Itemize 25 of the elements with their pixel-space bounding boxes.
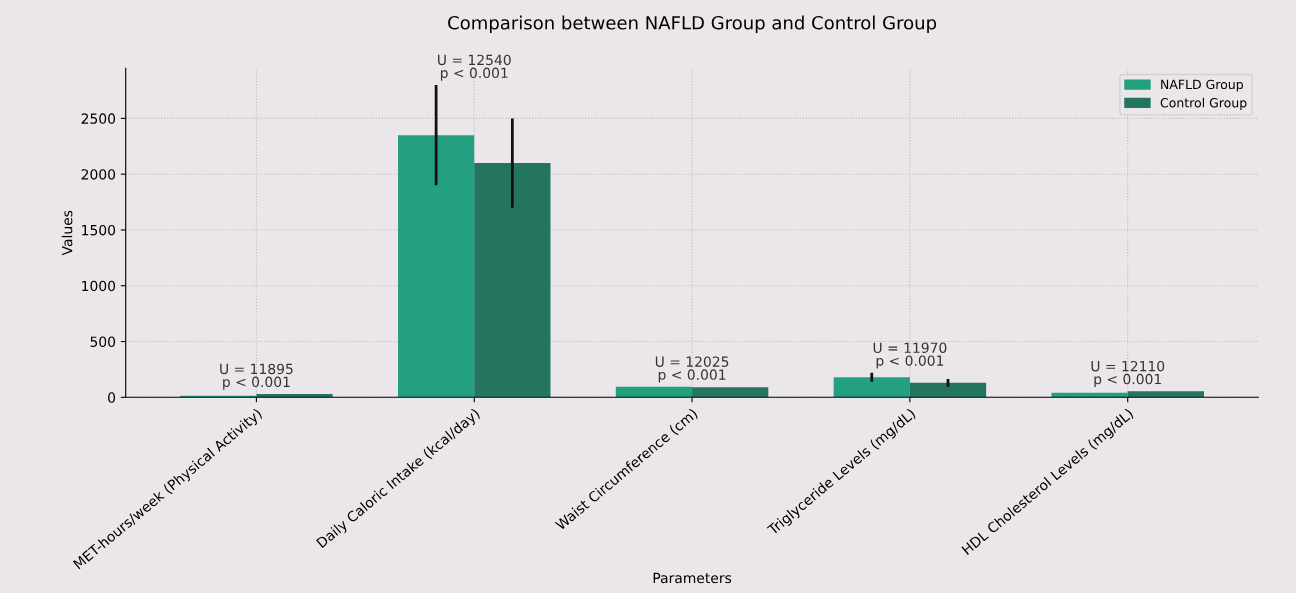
legend-label: Control Group bbox=[1160, 97, 1247, 110]
annotation: U = 12110 p < 0.001 bbox=[1091, 360, 1165, 388]
y-tick-label: 0 bbox=[108, 392, 116, 403]
y-tick-label: 1500 bbox=[82, 224, 116, 236]
y-tick-label: 1000 bbox=[82, 280, 116, 292]
bar bbox=[256, 393, 333, 398]
annotation: U = 11895 p < 0.001 bbox=[220, 363, 293, 390]
legend-label: NAFLD Group bbox=[1161, 79, 1243, 92]
annotation: U = 12025 p < 0.001 bbox=[655, 356, 729, 383]
bar bbox=[692, 387, 769, 398]
annotation: U = 11970 p < 0.001 bbox=[873, 342, 947, 369]
bar bbox=[909, 382, 987, 398]
bar bbox=[833, 377, 910, 398]
bar bbox=[615, 386, 693, 398]
x-axis-title: Parameters bbox=[653, 572, 732, 584]
bar bbox=[1051, 392, 1128, 398]
y-tick-label: 500 bbox=[90, 336, 116, 347]
bar bbox=[398, 135, 475, 398]
bar bbox=[1127, 391, 1204, 398]
y-tick-label: 2000 bbox=[81, 169, 116, 180]
annotation: U = 12540 p < 0.001 bbox=[438, 54, 511, 81]
y-axis-title: Values bbox=[61, 210, 73, 256]
bar bbox=[474, 163, 551, 398]
y-tick-label: 2500 bbox=[81, 113, 116, 124]
chart-title: Comparison between NAFLD Group and Control Group bbox=[448, 15, 937, 34]
